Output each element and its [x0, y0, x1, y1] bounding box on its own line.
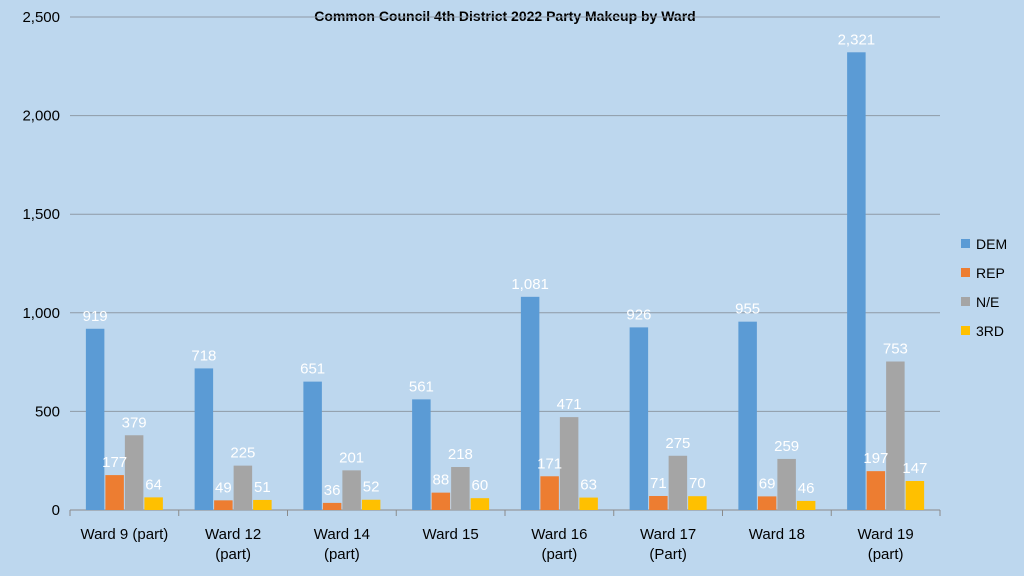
data-label: 1,081	[511, 276, 549, 293]
bar-rep	[757, 496, 777, 510]
data-label: 275	[665, 435, 690, 452]
bar-3rd	[253, 499, 272, 510]
data-label: 259	[774, 438, 799, 455]
bar-n-e	[777, 458, 796, 510]
bar-n-e	[559, 417, 579, 510]
bar-3rd	[905, 481, 925, 510]
bar-n-e	[668, 455, 688, 510]
legend-swatch	[961, 326, 970, 335]
bar-dem	[520, 296, 540, 510]
bar-rep	[540, 476, 559, 510]
bar-3rd	[361, 499, 381, 510]
y-tick-label: 2,500	[22, 9, 60, 26]
bar-dem	[303, 381, 322, 510]
data-labels: 919 718 651 561 1,081 926 955 2,321 177 49 36 88 171…	[83, 31, 928, 499]
y-tick-label: 0	[52, 502, 60, 519]
data-label: 379	[122, 414, 147, 431]
x-axis: Ward 9 (part) Ward 12 (part) Ward 14 (part) W…	[69, 510, 941, 563]
bar-n-e	[342, 470, 361, 510]
data-label: 2,321	[838, 31, 876, 48]
y-tick-label: 500	[35, 403, 60, 420]
data-label: 69	[759, 475, 776, 492]
bar-rep	[431, 492, 451, 510]
x-tick-label: Ward 15	[423, 526, 479, 543]
bar-rep	[105, 475, 124, 510]
bar-dem	[412, 399, 431, 510]
bar-dem	[85, 328, 105, 510]
data-label: 561	[409, 378, 434, 395]
bar-3rd	[579, 497, 598, 510]
bar-rep	[649, 495, 668, 510]
x-tick-label: (part)	[541, 546, 577, 563]
chart-title: Common Council 4th District 2022 Party M…	[314, 8, 695, 24]
y-tick-label: 1,500	[22, 206, 60, 223]
data-label: 955	[735, 301, 760, 318]
x-tick-label: Ward 16	[531, 526, 587, 543]
bar-dem	[629, 327, 649, 510]
bar-3rd	[796, 500, 816, 510]
data-label: 49	[215, 479, 232, 496]
bar-3rd	[144, 497, 163, 510]
data-label: 36	[324, 482, 341, 499]
data-label: 197	[863, 450, 888, 467]
bar-n-e	[233, 465, 253, 510]
x-tick-label: Ward 12	[205, 526, 261, 543]
data-label: 70	[689, 475, 706, 492]
x-tick-label: (part)	[324, 546, 360, 563]
legend-label: N/E	[976, 294, 999, 310]
x-tick-label: (part)	[868, 546, 904, 563]
data-label: 64	[145, 476, 162, 493]
data-label: 147	[902, 460, 927, 477]
data-label: 71	[650, 475, 667, 492]
bar-dem	[194, 368, 214, 510]
bar-rep	[322, 502, 342, 510]
x-tick-label: Ward 9 (part)	[80, 526, 168, 543]
x-tick-label: Ward 14	[314, 526, 370, 543]
data-label: 201	[339, 449, 364, 466]
data-label: 919	[83, 308, 108, 325]
data-label: 177	[102, 454, 127, 471]
bars	[85, 52, 925, 511]
data-label: 753	[883, 341, 908, 358]
bar-n-e	[886, 361, 905, 510]
bar-3rd	[470, 498, 490, 510]
y-tick-label: 1,000	[22, 305, 60, 322]
data-label: 718	[191, 347, 216, 364]
data-label: 60	[472, 477, 489, 494]
legend-swatch	[961, 239, 970, 248]
data-label: 218	[448, 446, 473, 463]
legend-label: REP	[976, 265, 1005, 281]
data-label: 171	[537, 455, 562, 472]
x-tick-label: (part)	[215, 546, 251, 563]
x-tick-label: Ward 18	[749, 526, 805, 543]
data-label: 471	[557, 396, 582, 413]
y-tick-label: 2,000	[22, 108, 60, 125]
x-tick-label: (Part)	[649, 546, 687, 563]
data-label: 51	[254, 479, 271, 496]
bar-rep	[214, 500, 233, 510]
data-label: 926	[626, 306, 651, 323]
legend-label: DEM	[976, 236, 1007, 252]
legend-swatch	[961, 297, 970, 306]
bar-rep	[866, 471, 886, 510]
data-label: 88	[433, 472, 450, 489]
bar-dem	[738, 321, 757, 510]
data-label: 225	[230, 445, 255, 462]
x-tick-label: Ward 19	[858, 526, 914, 543]
bar-3rd	[688, 496, 707, 510]
bar-n-e	[124, 435, 144, 510]
bar-dem	[847, 52, 866, 511]
y-axis: 0 500 1,000 1,500 2,000 2,500	[22, 9, 60, 519]
data-label: 46	[798, 480, 815, 497]
x-tick-label: Ward 17	[640, 526, 696, 543]
legend-swatch	[961, 268, 970, 277]
data-label: 63	[580, 477, 597, 494]
bar-n-e	[451, 467, 470, 510]
legend: DEM REP N/E 3RD	[961, 236, 1007, 339]
legend-label: 3RD	[976, 323, 1004, 339]
data-label: 52	[363, 479, 380, 496]
data-label: 651	[300, 361, 325, 378]
